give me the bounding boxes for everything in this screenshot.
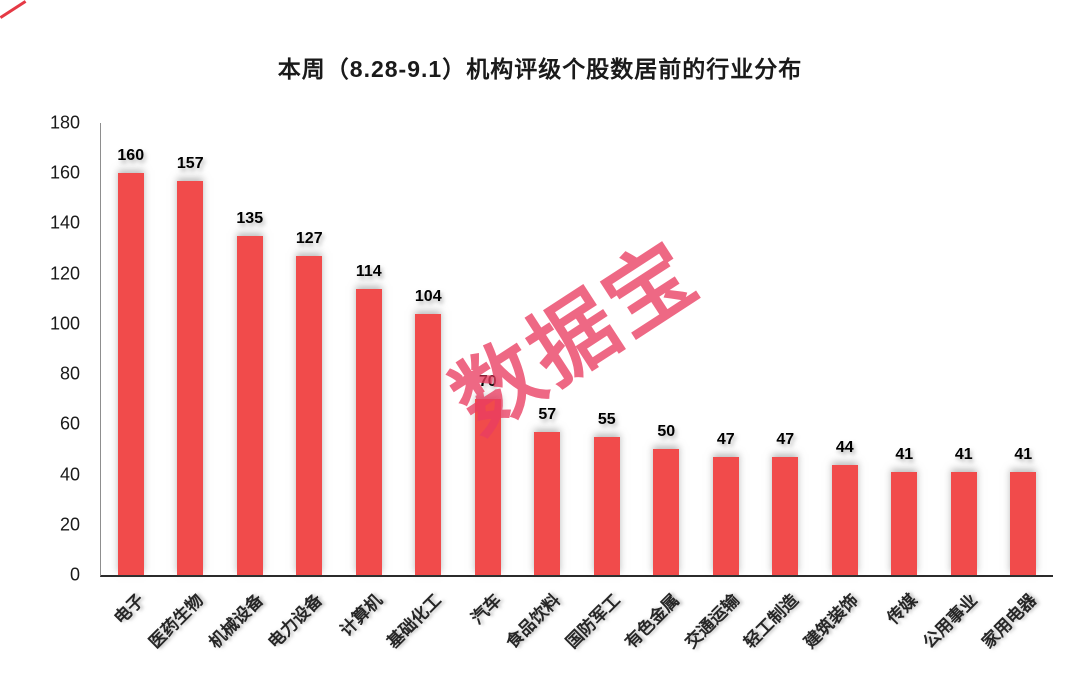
y-tick-label: 60	[59, 413, 80, 434]
bar-column: 55 国防军工	[562, 123, 637, 652]
bar-value-label: 41	[954, 446, 973, 464]
bar	[593, 436, 620, 575]
bar-value-label: 41	[1014, 446, 1033, 464]
y-tick-label: 180	[49, 112, 80, 133]
y-tick-label: 120	[49, 263, 80, 284]
y-tick-label: 80	[59, 363, 80, 384]
y-tick-label: 0	[69, 564, 80, 585]
bar-value-label: 55	[597, 410, 616, 428]
x-category-label: 食品饮料	[502, 590, 565, 653]
x-category-label: 计算机	[336, 590, 386, 641]
bars-container: 160 电子 157 医药生物 135 机械设备 127 电力设备 114 计算机 104 基础化工 7…	[101, 123, 1054, 653]
bar	[891, 472, 918, 575]
bar-column: 135 机械设备	[205, 123, 280, 652]
x-category-label: 公用事业	[919, 590, 981, 653]
x-category-label: 基础化工	[383, 590, 446, 653]
bar-value-label: 50	[657, 423, 676, 441]
bar-column: 127 电力设备	[265, 123, 340, 652]
plot-area: 160 电子 157 医药生物 135 机械设备 127 电力设备 114 计算机 104 基础化工 7…	[100, 123, 1054, 653]
bar-value-label: 114	[355, 262, 382, 280]
bar-value-label: 47	[716, 430, 735, 448]
bar-value-label: 135	[236, 210, 264, 227]
x-category-label: 有色金属	[621, 590, 684, 653]
bar-column: 57 食品饮料	[503, 123, 578, 652]
bar-column: 41 传媒	[875, 123, 935, 628]
bar-column: 50 有色金属	[622, 123, 697, 652]
bar-value-label: 41	[895, 446, 914, 464]
bar	[831, 464, 858, 575]
bar	[950, 472, 977, 575]
x-category-label: 交通运输	[681, 590, 743, 653]
bar-value-label: 70	[478, 373, 497, 391]
y-tick-label: 40	[59, 464, 80, 485]
bar	[474, 399, 501, 575]
bar	[236, 236, 263, 575]
bar-column: 41 公用事业	[919, 123, 994, 652]
x-category-label: 电子	[110, 590, 148, 629]
x-category-label: 汽车	[467, 590, 505, 629]
bar	[296, 256, 323, 575]
bar-value-label: 160	[117, 147, 145, 165]
bar-value-label: 57	[538, 405, 557, 423]
bar-value-label: 104	[414, 287, 442, 305]
bar-value-label: 47	[776, 430, 795, 448]
y-tick-label: 160	[49, 162, 80, 183]
x-category-label: 医药生物	[145, 590, 208, 653]
bar-column: 70 汽车	[458, 123, 518, 628]
y-tick-label: 100	[49, 313, 80, 334]
bar	[653, 449, 680, 575]
bar	[355, 288, 382, 575]
bar	[177, 180, 204, 575]
y-tick-label: 20	[59, 514, 80, 535]
bar-column: 160 电子	[101, 123, 161, 628]
bar-column: 47 交通运输	[681, 123, 756, 652]
x-category-label: 轻工制造	[740, 590, 803, 653]
corner-red-mark-artifact	[0, 0, 27, 19]
bar-value-label: 127	[295, 230, 323, 248]
bar-column: 44 建筑装饰	[800, 123, 875, 653]
bar-column: 47 轻工制造	[741, 123, 816, 652]
chart-title: 本周（8.28-9.1）机构评级个股数居前的行业分布	[277, 56, 803, 82]
bar	[415, 313, 442, 575]
bar	[772, 456, 799, 575]
bar-value-label: 157	[176, 154, 204, 172]
bar	[712, 456, 739, 575]
x-category-label: 国防军工	[562, 590, 624, 653]
bar	[1010, 472, 1037, 575]
x-category-label: 建筑装饰	[800, 590, 862, 653]
x-category-label: 机械设备	[205, 590, 267, 653]
y-tick-label: 140	[49, 212, 80, 233]
bar-column: 104 基础化工	[384, 123, 459, 652]
bar-column: 157 医药生物	[146, 123, 221, 652]
bar-column: 41 家用电器	[979, 123, 1054, 652]
x-category-label: 电力设备	[264, 590, 327, 653]
x-category-label: 传媒	[883, 590, 922, 629]
bar-column: 114 计算机	[336, 123, 399, 640]
y-axis: 0 20 40 60 80 100 120 140 160 180	[0, 113, 92, 585]
bar-value-label: 44	[835, 438, 854, 456]
bar	[117, 173, 144, 575]
x-category-label: 家用电器	[978, 590, 1041, 653]
bar	[534, 431, 561, 575]
